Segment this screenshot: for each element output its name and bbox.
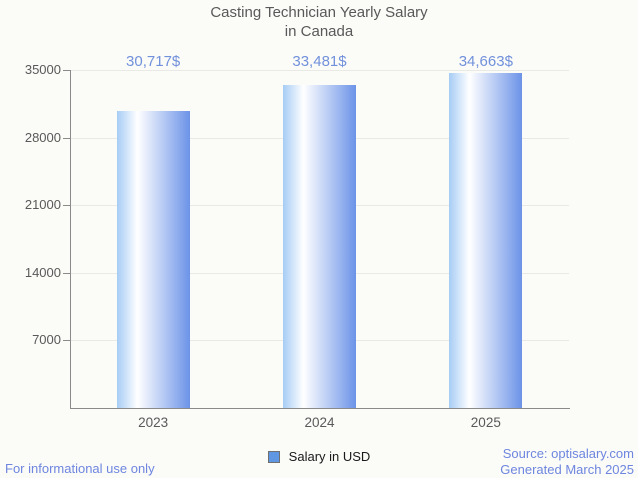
y-tick-mark bbox=[63, 70, 70, 71]
y-tick-mark bbox=[63, 272, 70, 274]
y-tick-label: 35000 bbox=[24, 62, 61, 77]
y-tick-label: 14000 bbox=[24, 264, 61, 280]
footer-note: For informational use only bbox=[5, 461, 155, 476]
legend-swatch bbox=[267, 450, 280, 463]
source-line: Source: optisalary.com bbox=[502, 446, 634, 461]
bar bbox=[116, 111, 190, 408]
chart-title-line1: Casting Technician Yearly Salary bbox=[210, 4, 428, 21]
footer-source: Source: optisalary.com Generated March 2… bbox=[500, 446, 634, 477]
x-axis-line bbox=[70, 408, 570, 409]
bar-value-label: 34,663$ bbox=[458, 53, 513, 70]
legend-label: Salary in USD bbox=[288, 449, 371, 464]
bar-value-label: 30,717$ bbox=[126, 53, 181, 70]
chart-title: Casting Technician Yearly Salary in Cana… bbox=[0, 4, 638, 41]
y-tick-label: 7000 bbox=[32, 332, 61, 348]
y-tick-mark bbox=[63, 205, 70, 207]
y-tick-label: 28000 bbox=[24, 129, 61, 145]
x-axis-label: 2023 bbox=[138, 415, 169, 430]
bar bbox=[283, 84, 356, 408]
x-axis-label: 2025 bbox=[470, 415, 501, 430]
y-tick-mark bbox=[63, 340, 70, 342]
generated-line: Generated March 2025 bbox=[500, 461, 634, 477]
y-axis-line bbox=[70, 70, 71, 409]
y-tick-label: 21000 bbox=[24, 197, 61, 213]
x-axis-label: 2024 bbox=[304, 415, 335, 430]
y-tick-mark bbox=[63, 137, 70, 139]
legend: Salary in USD bbox=[0, 449, 638, 464]
bar bbox=[449, 73, 523, 408]
bar-value-label: 33,481$ bbox=[292, 53, 347, 70]
gridline bbox=[70, 70, 569, 71]
chart-title-line2: in Canada bbox=[284, 22, 354, 40]
